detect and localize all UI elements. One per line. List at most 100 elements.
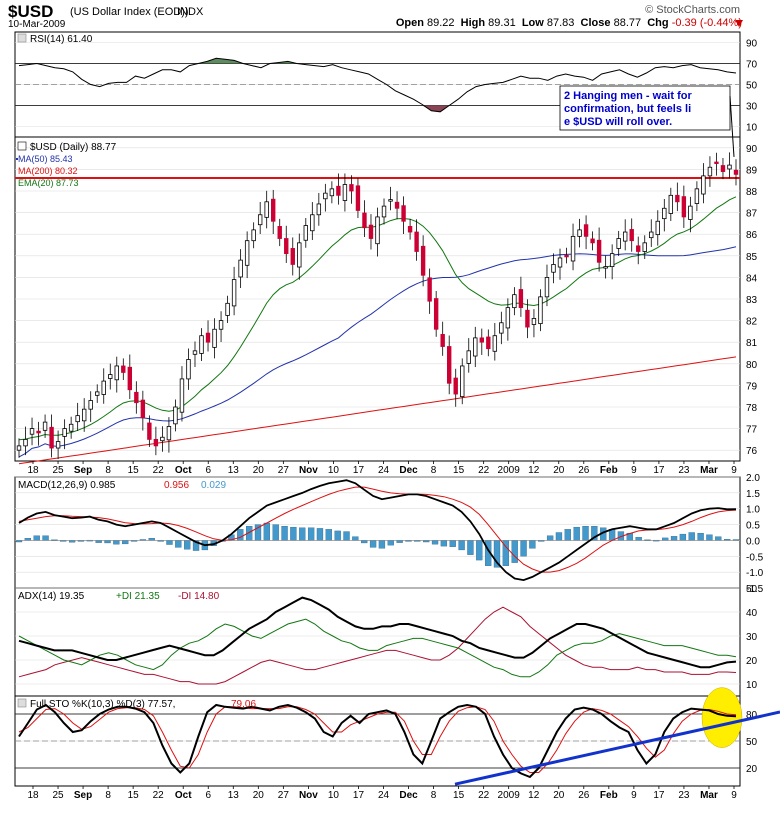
candle-body [140,399,146,419]
candle-body [499,322,504,334]
candle-body [271,198,276,222]
annotation-line: e $USD will roll over. [564,116,672,128]
low-value: 87.83 [546,17,575,29]
x-axis-label: 2009 [498,465,521,476]
candle-body [166,426,172,441]
x-axis-label-bottom: Dec [399,790,418,801]
x-axis-label-bottom: 22 [478,790,490,801]
candle-body [277,226,282,239]
adx-line [18,596,737,669]
candle-body [636,245,641,252]
candle-body [284,238,289,255]
candle-body [323,192,328,200]
plus-di-legend: +DI 21.35 [116,591,160,602]
x-axis-label: 27 [278,465,290,476]
candle-body [642,242,647,252]
x-axis-label: 24 [378,465,390,476]
candle-body [88,400,93,410]
open-label: Open [395,17,424,29]
price-tick-label: 87 [746,209,758,220]
candle-body [362,212,367,229]
adx-tick-label: 50 [746,584,758,595]
macd-histogram-bar [635,537,642,541]
minus-di-line [18,606,737,685]
macd-signal-legend: 0.956 [164,480,189,491]
candle-body [225,302,230,316]
symbol-name: (US Dollar Index (EOD)) [70,6,189,18]
price-tick-label: 79 [746,381,758,392]
x-axis-label: 22 [153,465,165,476]
candle-body [460,365,465,398]
macd-histogram-bar [299,527,306,541]
macd-histogram-bar [467,540,474,555]
macd-histogram-bar [396,540,403,543]
x-axis-label: 20 [253,465,265,476]
x-axis-label-bottom: 10 [328,790,340,801]
candle-body [251,229,256,242]
x-axis-label: Nov [299,465,318,476]
candle-body [590,238,595,244]
macd-hist-legend: 0.029 [201,480,226,491]
x-axis-label-bottom: 15 [128,790,140,801]
candle-body [570,235,576,262]
x-axis-label: 9 [631,465,637,476]
price-legend-box [17,141,27,151]
annotation-line: 2 Hanging men - wait for [564,90,692,102]
candle-body [316,203,322,216]
candle-body [192,350,198,355]
macd-tick-label: 1.0 [746,505,760,516]
macd-histogram-bar [166,540,173,545]
candle-body [55,441,61,449]
x-axis-label-bottom: 24 [378,790,390,801]
candle-body [160,436,165,442]
candle-body [238,259,243,278]
candle-body [609,253,615,267]
stochastic-tick-label: 80 [746,710,758,721]
price-tick-label: 89 [746,165,758,176]
adx-tick-label: 40 [746,608,758,619]
candle-body [433,298,439,330]
rsi-tick-label: 50 [746,81,758,92]
macd-histogram-bar [555,532,563,541]
chg-value: -0.39 (-0.44%) [671,17,742,29]
macd-histogram-bar [679,533,687,541]
candle-body [655,220,660,236]
candle-body [29,428,35,435]
x-axis-label: 8 [105,465,111,476]
macd-histogram-bar [263,522,271,541]
macd-histogram-bar [662,537,669,541]
candle-body [108,374,113,379]
sto-d-line [18,706,737,773]
rsi-line [18,57,737,113]
ma50-line [18,246,737,458]
candle-body [127,366,133,391]
candle-body [264,201,269,218]
macd-histogram-bar [175,540,182,548]
x-axis-label-bottom: 25 [52,790,64,801]
stochastic-tick-label: 20 [746,764,758,775]
candle-body [179,378,185,413]
candle-body [688,205,693,220]
macd-histogram-bar [316,528,324,541]
price-tick-label: 83 [746,295,758,306]
macd-tick-label: 0.0 [746,536,760,547]
candle-body [466,350,471,364]
sto-legend-box [17,698,27,708]
highlight-ellipse [701,687,743,748]
macd-tick-label: 2.0 [746,473,760,484]
candle-body [303,225,308,241]
x-axis-label-bottom: Nov [299,790,318,801]
price-tick-label: 85 [746,252,758,263]
macd-histogram-bar [343,531,350,541]
macd-histogram-bar [688,532,695,541]
x-axis-label-bottom: 9 [631,790,637,801]
macd-tick-label: -1.0 [746,568,764,579]
x-axis-label-bottom: Feb [600,790,618,801]
rsi-legend: RSI(14) 61.40 [30,34,93,45]
macd-line [18,479,737,582]
candle-body [583,224,589,237]
macd-signal-line [18,486,737,573]
macd-histogram-bar [325,529,332,541]
price-tick-label: 86 [746,230,758,241]
